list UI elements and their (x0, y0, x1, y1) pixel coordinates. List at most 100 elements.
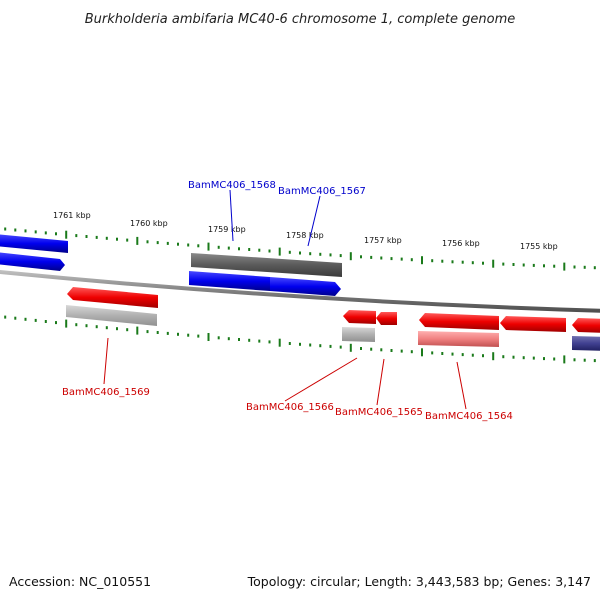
gene-bammc406-1564[interactable] (419, 313, 499, 330)
lower-scale-minor-tick (390, 349, 393, 352)
lower-scale-minor-tick (146, 330, 149, 334)
upper-scale-minor-tick (593, 266, 596, 270)
gene-forward-1571[interactable] (0, 252, 65, 271)
upper-scale-minor-tick (4, 227, 7, 231)
gene-label-1567[interactable]: BamMC406_1567 (278, 186, 366, 197)
gene-bammc406-1562[interactable] (572, 318, 600, 333)
upper-scale-minor-tick (543, 264, 545, 268)
lower-scale-minor-tick (583, 358, 586, 362)
lower-scale-minor-tick (360, 347, 362, 350)
gene-bammc406-1563[interactable] (500, 316, 566, 332)
gene-label-1565[interactable]: BamMC406_1565 (335, 407, 423, 418)
upper-scale-minor-tick (309, 252, 312, 256)
lower-scale-minor-tick (461, 353, 464, 357)
lower-scale-major-tick (421, 348, 423, 357)
upper-scale-major-tick (349, 252, 352, 261)
lower-scale-minor-tick (217, 336, 220, 340)
lower-scale-minor-tick (522, 356, 525, 360)
upper-scale-major-tick (421, 256, 423, 265)
upper-scale-minor-tick (441, 259, 444, 263)
upper-scale-major-tick (65, 230, 68, 239)
upper-scale-minor-tick (146, 240, 149, 244)
leader-line-1566 (284, 357, 358, 402)
lower-scale-minor-tick (44, 320, 47, 323)
gene-bammc406-1565[interactable] (376, 312, 397, 325)
label-leader-lines (103, 189, 467, 410)
upper-scale-minor-tick (461, 260, 464, 264)
upper-scale-minor-tick (156, 241, 159, 245)
lower-scale-minor-tick (471, 353, 474, 357)
lower-scale-minor-tick (329, 344, 332, 348)
upper-scale-minor-tick (55, 232, 57, 236)
gene-bammc406-1567[interactable] (270, 277, 341, 296)
scale-label-1758: 1758 kbp (286, 231, 324, 240)
scale-label-1760: 1760 kbp (130, 219, 168, 228)
lower-scale-minor-tick (24, 317, 27, 321)
upper-scale-minor-tick (95, 235, 98, 239)
lower-scale-minor-tick (370, 347, 373, 351)
lower-scale-minor-tick (512, 355, 515, 359)
gene-label-1564[interactable]: BamMC406_1564 (425, 411, 513, 422)
upper-scale-minor-tick (471, 261, 474, 265)
gene-bammc406-1568[interactable] (189, 271, 270, 291)
lower-scale-major-tick (563, 355, 566, 364)
lower-scale-major-tick (65, 319, 68, 328)
lower-scale-minor-tick (441, 352, 444, 355)
lower-scale-minor-tick (258, 339, 261, 343)
upper-scale-minor-tick (319, 252, 322, 256)
scale-label-1755: 1755 kbp (520, 242, 558, 251)
upper-scale-minor-tick (288, 250, 291, 254)
lower-scale-minor-tick (288, 342, 291, 345)
upper-scale-major-tick (563, 262, 566, 271)
upper-scale-minor-tick (85, 235, 88, 238)
lower-scale-minor-tick (410, 350, 413, 354)
upper-scale-minor-tick (217, 245, 220, 249)
gene-bammc406-1569[interactable] (67, 287, 158, 308)
lower-scale-minor-tick (339, 345, 342, 349)
upper-scale-minor-tick (227, 246, 230, 250)
gene-feature-lightgray-1569[interactable] (66, 305, 157, 326)
lower-scale-minor-tick (166, 331, 169, 335)
upper-scale-minor-tick (451, 260, 454, 264)
gene-feature-navy-1562[interactable] (572, 336, 600, 351)
scale-labels: 1761 kbp 1760 kbp 1759 kbp 1758 kbp 1757… (53, 211, 558, 251)
upper-scale-minor-tick (390, 257, 393, 261)
leader-line-1565 (376, 358, 385, 406)
lower-scale-minor-tick (187, 333, 190, 337)
gene-bammc406-1566[interactable] (343, 310, 376, 324)
lower-scale-minor-tick (319, 344, 322, 348)
upper-scale-minor-tick (299, 251, 301, 255)
upper-scale-minor-tick (410, 258, 413, 262)
lower-scale-minor-tick (105, 326, 108, 330)
upper-scale-minor-tick (380, 256, 383, 260)
lower-scale-minor-tick (4, 315, 7, 319)
gene-feature-pink-1564[interactable] (418, 331, 499, 347)
lower-scale-minor-tick (502, 355, 505, 359)
lower-scale-minor-tick (85, 324, 88, 328)
gene-label-1568[interactable]: BamMC406_1568 (188, 180, 276, 191)
lower-scale-minor-tick (75, 323, 78, 327)
lower-scale-minor-tick (227, 337, 230, 341)
upper-scale-major-tick (492, 259, 495, 268)
upper-scale-minor-tick (400, 257, 403, 261)
gene-feature-lightgray-1566[interactable] (342, 327, 375, 342)
scale-label-1757: 1757 kbp (364, 236, 402, 245)
upper-scale-major-tick (136, 236, 139, 245)
upper-scale-minor-tick (116, 237, 118, 241)
chromosome-backbone (0, 269, 600, 313)
upper-scale-minor-tick (166, 241, 169, 245)
gene-label-1566[interactable]: BamMC406_1566 (246, 402, 334, 413)
gene-feature-gray-upper[interactable] (191, 253, 342, 277)
gene-label-1569[interactable]: BamMC406_1569 (62, 387, 150, 398)
lower-scale-minor-tick (248, 338, 251, 342)
topology-summary-text: Topology: circular; Length: 3,443,583 bp… (247, 574, 591, 589)
upper-scale-minor-tick (512, 263, 515, 266)
scale-label-1756: 1756 kbp (442, 239, 480, 248)
lower-scale-minor-tick (177, 332, 179, 336)
upper-scale-minor-tick (482, 261, 484, 265)
gene-forward-1570[interactable] (0, 234, 68, 253)
scale-label-1761: 1761 kbp (53, 211, 91, 220)
upper-scale-minor-tick (522, 263, 525, 267)
upper-scale-minor-tick (75, 234, 78, 238)
